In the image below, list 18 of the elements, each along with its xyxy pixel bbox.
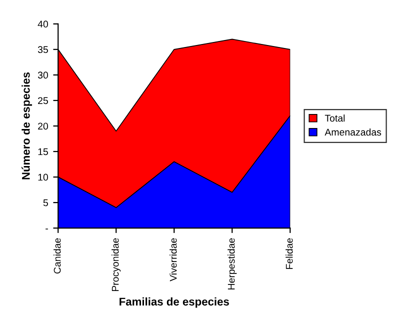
- y-tick-label: 30: [38, 72, 48, 79]
- y-tick-label: 35: [38, 46, 48, 54]
- y-tick-label: -: [46, 228, 48, 230]
- y-tick-label: 15: [38, 148, 48, 156]
- y-tick-label: 20: [38, 122, 48, 130]
- y-axis-title: Número de especies: [22, 72, 32, 180]
- y-tick-label: 25: [38, 97, 48, 104]
- x-axis-title: Familias de especies: [120, 297, 229, 308]
- y-tick-label: 40: [38, 20, 48, 28]
- legend-label: Total: [324, 114, 345, 122]
- x-tick-label: Procyonidae: [112, 238, 121, 292]
- x-tick-label: Herpestidae: [228, 238, 237, 290]
- y-tick-label: 5: [43, 199, 48, 206]
- x-tick-label: Canidae: [54, 238, 61, 274]
- y-tick-label: 10: [38, 174, 48, 181]
- x-tick-label: Felidae: [286, 238, 293, 269]
- legend-label: Amenazadas: [324, 128, 382, 136]
- x-tick-label: Viverridae: [170, 238, 177, 282]
